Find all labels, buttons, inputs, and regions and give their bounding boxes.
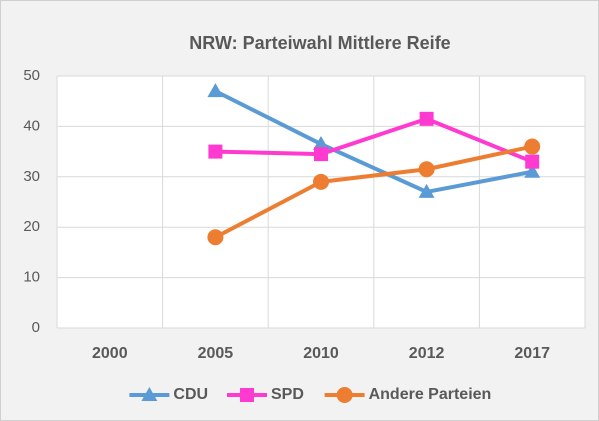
legend-marker (141, 387, 158, 401)
marker (313, 136, 329, 151)
marker (313, 173, 329, 190)
y-tick-label: 30 (23, 168, 40, 185)
legend-marker (336, 387, 353, 403)
marker (314, 147, 328, 162)
series-line (215, 116, 533, 164)
y-tick-label: 50 (23, 67, 40, 84)
legend-marker (240, 388, 254, 402)
series-line (214, 144, 533, 240)
marker (419, 111, 434, 126)
plot-area (57, 76, 585, 328)
x-tick-label: 2012 (409, 345, 445, 362)
marker (525, 154, 540, 169)
x-tick-label: 2017 (514, 345, 550, 362)
x-tick-label: 2005 (198, 345, 234, 362)
marker (208, 144, 223, 159)
legend-label: Andere Parteien (369, 386, 492, 403)
legend-label: SPD (271, 386, 304, 403)
marker (207, 83, 224, 98)
marker (207, 229, 224, 246)
marker (524, 138, 541, 155)
marker (418, 183, 435, 198)
chart-title: NRW: Parteiwahl Mittlere Reife (189, 33, 450, 53)
y-tick-label: 20 (23, 218, 40, 235)
x-tick-label: 2010 (303, 345, 339, 362)
y-tick-label: 10 (23, 269, 40, 286)
marker (524, 163, 541, 178)
series-line (214, 89, 533, 194)
legend-label: CDU (173, 386, 208, 403)
x-tick-label: 2000 (92, 345, 128, 362)
marker (418, 161, 435, 178)
y-tick-label: 0 (32, 319, 40, 336)
y-tick-label: 40 (23, 117, 40, 134)
